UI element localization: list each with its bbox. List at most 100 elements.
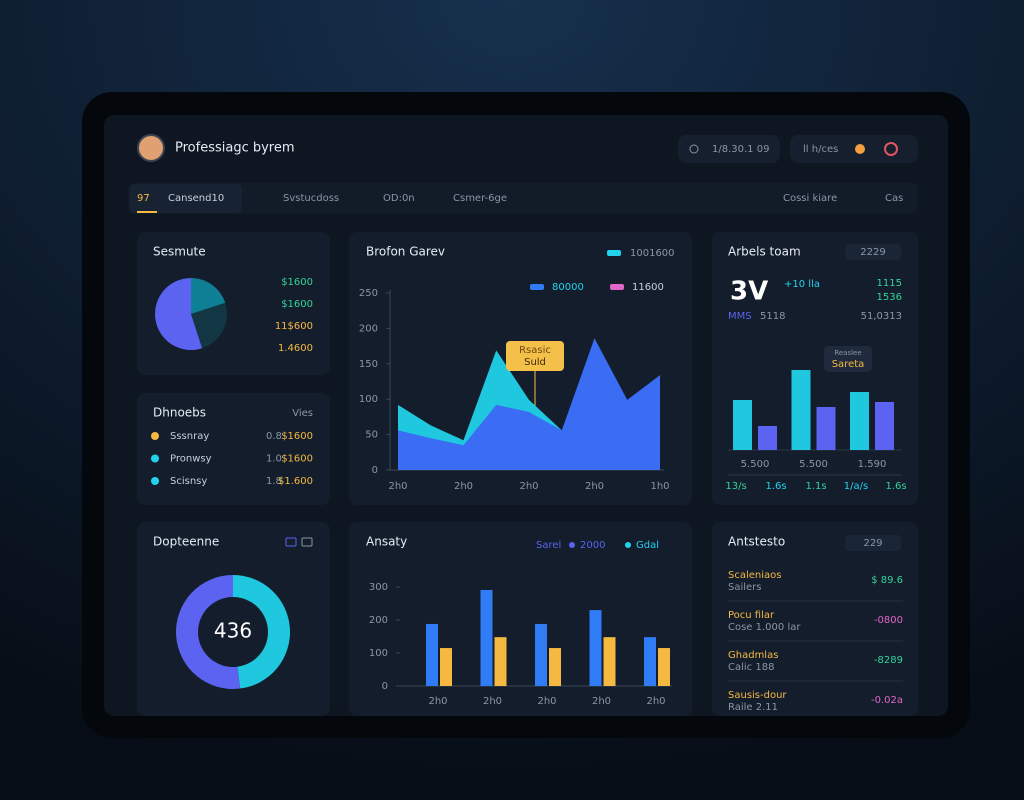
legend-dot bbox=[625, 542, 631, 548]
card bbox=[712, 522, 918, 716]
item-meta: 1.0 bbox=[266, 454, 282, 465]
card-title: Dhnoebs bbox=[153, 406, 206, 420]
value-label: $1600 bbox=[281, 299, 313, 310]
tooltip-value: Sareta bbox=[832, 359, 865, 370]
sub-label: 5118 bbox=[760, 311, 785, 322]
item-name: Scisnsy bbox=[170, 476, 207, 487]
bar bbox=[535, 623, 547, 686]
item-sub: Calic 188 bbox=[728, 662, 774, 673]
card bbox=[137, 393, 330, 505]
legend-swatch bbox=[530, 284, 544, 290]
y-tick-label: 250 bbox=[359, 288, 378, 299]
y-tick-label: 50 bbox=[365, 430, 378, 441]
filter-pill[interactable] bbox=[845, 535, 901, 551]
bar bbox=[480, 589, 493, 686]
x-tick-label: 2h0 bbox=[585, 481, 604, 492]
card-title: Antstesto bbox=[728, 535, 785, 549]
item-sub: Sailers bbox=[728, 582, 762, 593]
legend-label: 80000 bbox=[552, 282, 584, 293]
status-dot bbox=[151, 432, 159, 440]
legend-label: 2000 bbox=[580, 540, 605, 551]
card-title: Dopteenne bbox=[153, 535, 219, 549]
nav-link[interactable]: Cas bbox=[885, 193, 903, 204]
nav-tab[interactable]: Svstucdoss bbox=[283, 193, 339, 204]
y-tick-label: 200 bbox=[359, 323, 378, 334]
card bbox=[137, 522, 330, 716]
status-dot bbox=[151, 477, 159, 485]
footer-label: 1.6s bbox=[765, 481, 786, 492]
card-title: Arbels toam bbox=[728, 245, 801, 259]
user-pill[interactable] bbox=[790, 135, 918, 163]
bar bbox=[440, 648, 452, 686]
item-title: Scaleniaos bbox=[728, 570, 781, 581]
clock-icon bbox=[689, 144, 699, 154]
item-value: -0.02a bbox=[871, 695, 903, 706]
pie-slice bbox=[191, 302, 227, 349]
status-dot bbox=[151, 454, 159, 463]
pie-slice bbox=[191, 278, 226, 314]
nav-link[interactable]: Cossi kiare bbox=[783, 193, 837, 204]
y-tick-label: 100 bbox=[359, 394, 378, 405]
filter-pill[interactable] bbox=[845, 244, 901, 260]
bar bbox=[644, 637, 656, 686]
annotation-box bbox=[506, 341, 564, 371]
nav-tab[interactable]: OD:0n bbox=[383, 193, 415, 204]
card-action[interactable]: Vies bbox=[292, 408, 313, 419]
filter-label: 229 bbox=[863, 538, 882, 549]
item-name: Sssnray bbox=[170, 431, 209, 442]
x-tick-label: 1h0 bbox=[650, 481, 669, 492]
item-meta: 0.8 bbox=[266, 431, 282, 442]
avatar[interactable] bbox=[137, 134, 165, 162]
annotation-title: Rsasic bbox=[519, 345, 551, 356]
item-value: $1600 bbox=[281, 431, 313, 442]
item-value: $1.600 bbox=[278, 476, 313, 487]
bar bbox=[589, 610, 602, 686]
x-tick-label: 2h0 bbox=[454, 481, 473, 492]
nav-tab[interactable]: Cansend10 bbox=[168, 193, 224, 204]
x-tick-label: 2h0 bbox=[646, 696, 665, 707]
time-pill[interactable] bbox=[678, 135, 780, 163]
y-tick-label: 150 bbox=[359, 359, 378, 370]
legend-label: 1001600 bbox=[630, 248, 675, 259]
card-title: Brofon Garev bbox=[366, 245, 445, 259]
y-tick-label: 300 bbox=[369, 582, 388, 593]
icon[interactable] bbox=[285, 537, 297, 547]
footer-label: 13/s bbox=[725, 481, 746, 492]
nav-tab[interactable]: Csmer-6ge bbox=[453, 193, 507, 204]
sub-label: MMS bbox=[728, 311, 752, 322]
app-title: Professiagc byrem bbox=[175, 141, 295, 156]
donut-center: 436 bbox=[214, 619, 252, 643]
item-sub: Raile 2.11 bbox=[728, 702, 778, 713]
value-label: $1600 bbox=[281, 277, 313, 288]
item-name: Pronwsy bbox=[170, 454, 212, 465]
value-label: 1.4600 bbox=[278, 343, 313, 354]
item-value: -0800 bbox=[874, 615, 903, 626]
big-number: 3V bbox=[730, 277, 768, 307]
legend-label: Gdal bbox=[636, 540, 659, 551]
legend-label: Sarel bbox=[536, 540, 561, 551]
user-name: ll h/ces bbox=[803, 144, 838, 155]
footer-label: 1.6s bbox=[885, 481, 906, 492]
filter-label: 2229 bbox=[860, 247, 885, 258]
bar bbox=[816, 407, 836, 450]
user-icon bbox=[855, 144, 865, 154]
pie-slice bbox=[154, 278, 203, 350]
item-title: Ghadmlas bbox=[728, 650, 778, 661]
annotation-value: Suld bbox=[524, 357, 546, 368]
delta: +10 lla bbox=[784, 279, 820, 290]
nav-tab[interactable]: 97 bbox=[137, 193, 150, 204]
bar bbox=[603, 637, 616, 686]
tooltip-title: Reaslee bbox=[834, 349, 861, 357]
card bbox=[349, 522, 692, 716]
side-value: 1536 bbox=[877, 292, 902, 303]
nav-bar bbox=[128, 183, 918, 214]
sub-label: 51,0313 bbox=[861, 311, 902, 322]
card-title: Sesmute bbox=[153, 245, 206, 259]
bar bbox=[791, 370, 811, 450]
bar bbox=[850, 392, 869, 450]
icon[interactable] bbox=[301, 537, 313, 547]
item-value: $1600 bbox=[281, 454, 313, 465]
nav-tab-active[interactable] bbox=[130, 184, 242, 213]
x-tick-label: 2h0 bbox=[388, 481, 407, 492]
x-tick-label: 2h0 bbox=[592, 696, 611, 707]
